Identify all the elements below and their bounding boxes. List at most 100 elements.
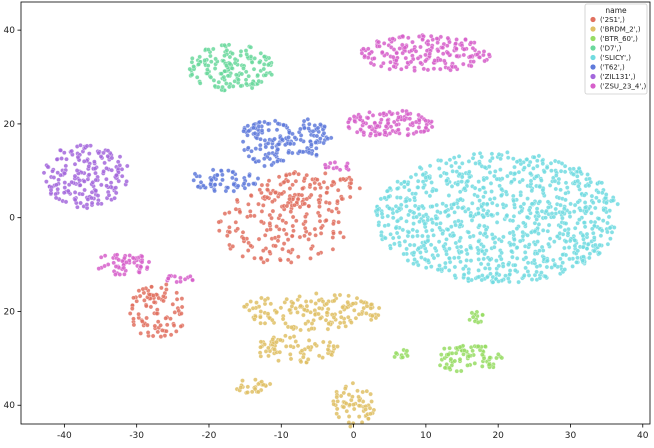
data-point	[127, 311, 133, 316]
data-point	[291, 228, 296, 234]
data-point	[429, 227, 435, 233]
data-point	[235, 183, 241, 189]
data-point	[529, 277, 535, 282]
legend-label: ('2S1',)	[600, 16, 625, 24]
data-point	[368, 302, 374, 307]
data-point	[423, 118, 428, 124]
data-point	[125, 163, 130, 169]
data-point	[385, 213, 391, 219]
data-point	[326, 321, 331, 326]
data-point	[534, 217, 539, 222]
data-point	[56, 177, 61, 183]
data-point	[265, 187, 270, 192]
data-point	[392, 241, 397, 247]
data-point	[104, 176, 109, 182]
data-point	[507, 272, 513, 277]
data-point	[512, 164, 517, 170]
data-point	[375, 212, 380, 218]
data-point	[245, 123, 251, 129]
data-point	[552, 263, 558, 268]
data-point	[487, 257, 493, 263]
data-point	[486, 362, 492, 367]
data-point	[337, 167, 343, 173]
data-point	[499, 355, 505, 361]
data-point	[447, 259, 453, 265]
data-point	[321, 130, 327, 136]
data-point	[451, 155, 457, 160]
data-point	[485, 274, 490, 280]
data-point	[376, 222, 381, 228]
data-point	[372, 120, 378, 126]
data-point	[406, 35, 411, 41]
data-point	[358, 299, 364, 304]
data-point	[494, 220, 500, 225]
data-point	[306, 150, 312, 155]
data-point	[240, 254, 245, 259]
data-point	[105, 153, 111, 159]
data-point	[575, 199, 581, 205]
data-point	[410, 227, 416, 233]
data-point	[453, 350, 459, 356]
data-point	[288, 209, 294, 214]
data-point	[544, 264, 550, 270]
data-point	[425, 42, 431, 47]
data-point	[227, 54, 233, 60]
data-point	[85, 197, 91, 202]
data-point	[249, 148, 254, 154]
data-point	[209, 177, 214, 183]
data-point	[453, 41, 458, 46]
data-point	[387, 66, 392, 72]
data-point	[501, 234, 506, 240]
data-point	[318, 193, 323, 199]
data-point	[243, 48, 249, 53]
data-point	[577, 217, 582, 222]
data-point	[465, 276, 471, 281]
data-point	[480, 312, 485, 318]
legend-marker	[590, 54, 596, 61]
data-point	[274, 127, 280, 133]
data-point	[269, 215, 274, 221]
data-point	[324, 218, 329, 223]
data-point	[435, 267, 441, 272]
data-point	[55, 170, 60, 175]
data-point	[469, 218, 475, 223]
data-point	[591, 230, 596, 236]
data-point	[252, 213, 257, 219]
data-point	[548, 161, 554, 166]
data-point	[449, 163, 454, 169]
data-point	[563, 191, 568, 196]
data-point	[316, 129, 321, 135]
data-point	[254, 300, 259, 305]
data-point	[553, 186, 559, 192]
data-point	[529, 188, 535, 194]
data-point	[594, 195, 599, 201]
data-point	[582, 224, 588, 230]
data-point	[86, 172, 92, 177]
data-point	[453, 222, 458, 228]
data-point	[396, 235, 402, 240]
data-point	[64, 156, 69, 162]
data-point	[352, 308, 357, 313]
data-point	[327, 340, 333, 345]
data-point	[289, 304, 295, 309]
data-point	[334, 394, 340, 400]
data-point	[496, 152, 502, 157]
legend-label: ('T62',)	[600, 64, 625, 72]
data-point	[259, 219, 264, 224]
data-point	[341, 234, 346, 240]
data-point	[513, 268, 518, 273]
data-point	[477, 223, 482, 228]
data-point	[335, 399, 340, 404]
data-point	[445, 227, 451, 232]
data-point	[270, 199, 275, 204]
data-point	[405, 181, 411, 187]
data-point	[358, 127, 363, 132]
data-point	[540, 187, 546, 193]
data-point	[482, 165, 488, 170]
data-point	[130, 306, 135, 311]
data-point	[321, 339, 326, 345]
data-point	[262, 138, 268, 143]
data-point	[399, 66, 404, 72]
data-point	[481, 244, 486, 249]
